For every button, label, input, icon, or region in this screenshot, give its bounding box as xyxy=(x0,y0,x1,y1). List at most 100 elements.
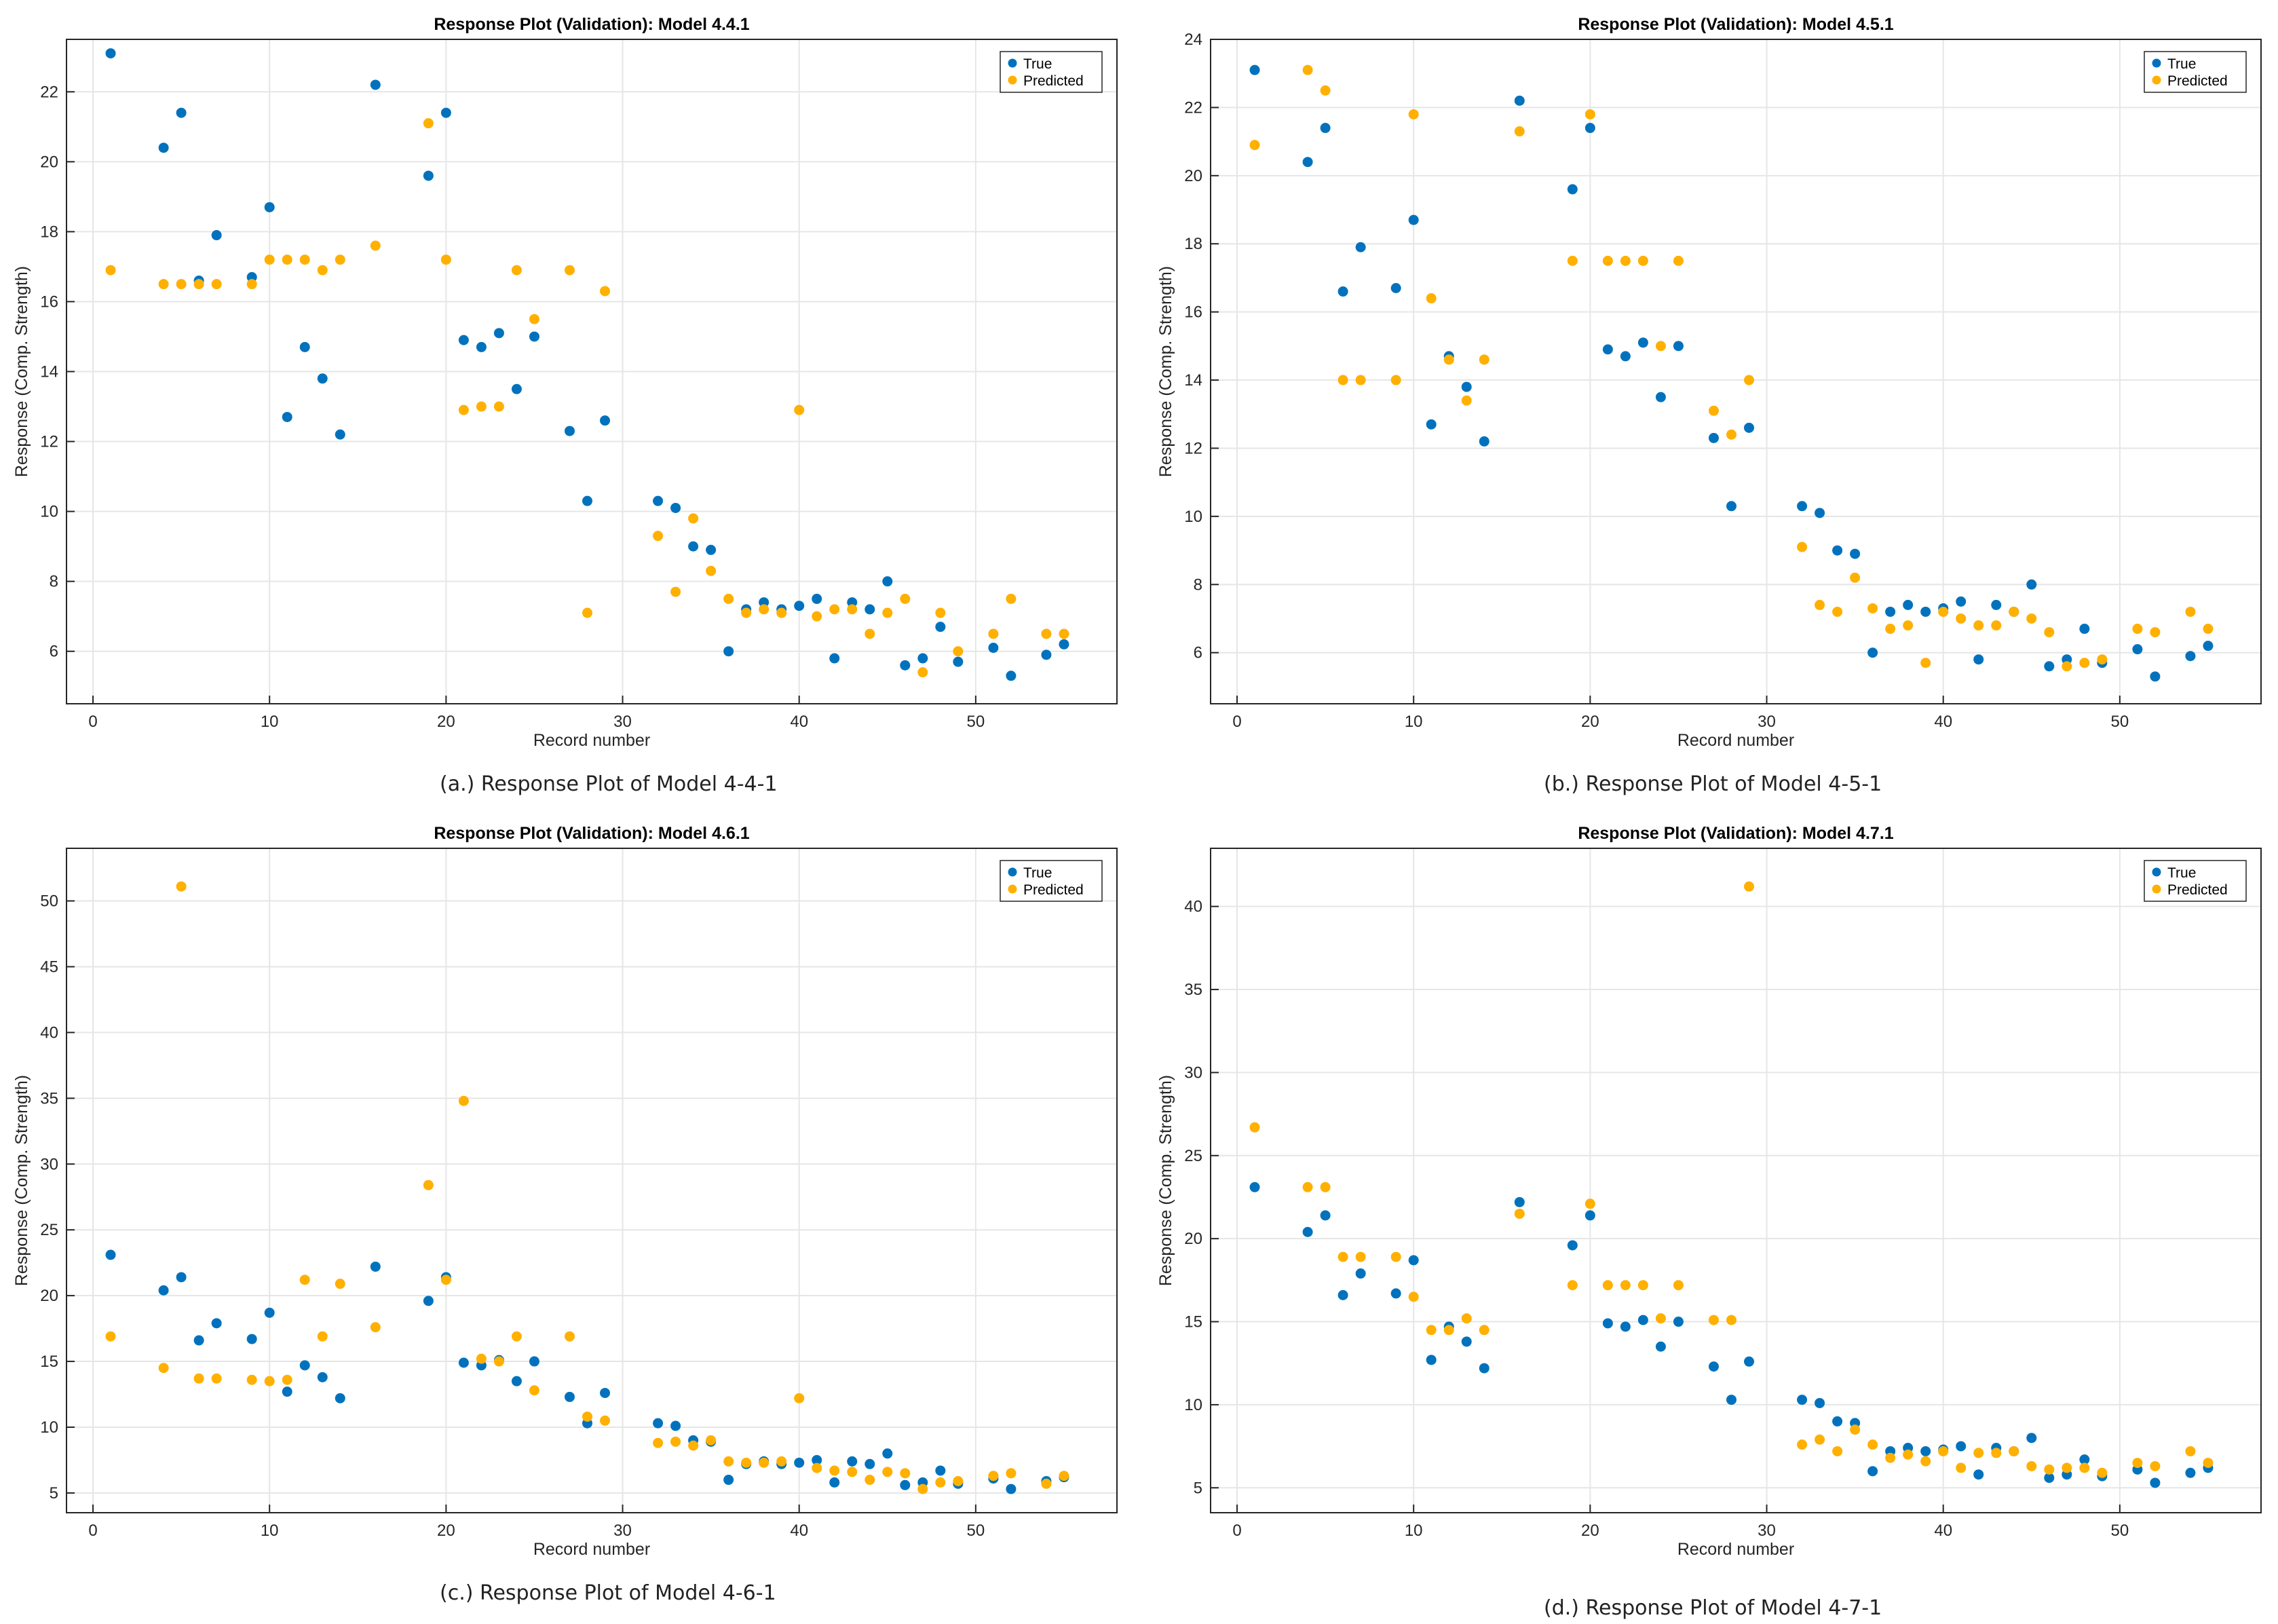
chart-2-xtick-label-20: 20 xyxy=(1581,713,1599,731)
chart-1-legend-marker-true xyxy=(1008,58,1017,68)
chart-1-true-point-51 xyxy=(988,643,999,654)
chart-1-true-point-1 xyxy=(105,48,116,59)
chart-2-true-point-20 xyxy=(1584,123,1595,134)
chart-3-predicted-point-27 xyxy=(564,1331,575,1342)
chart-2-true-point-1 xyxy=(1249,64,1260,75)
chart-2-true-point-46 xyxy=(2044,661,2055,672)
chart-1-xtick-label-0: 0 xyxy=(88,713,97,731)
chart-3-predicted-point-55 xyxy=(1059,1471,1069,1481)
chart-3-legend-label-true: True xyxy=(1023,865,1052,881)
chart-2-true-point-43 xyxy=(1991,599,2002,610)
chart-2-true-point-9 xyxy=(1390,282,1401,293)
chart-3-xtick-label-20: 20 xyxy=(437,1522,455,1540)
chart-3-predicted-point-38 xyxy=(759,1457,770,1468)
chart-3-true-point-12 xyxy=(299,1360,310,1371)
chart-1-predicted-point-32 xyxy=(653,531,664,542)
chart-1-true-point-12 xyxy=(299,341,310,352)
chart-1-true-point-22 xyxy=(476,341,487,352)
chart-3-true-point-9 xyxy=(246,1334,257,1344)
chart-3-true-point-19 xyxy=(423,1296,434,1306)
chart-2-predicted-point-13 xyxy=(1461,395,1472,406)
chart-2-legend-box xyxy=(2144,51,2247,93)
chart-4-predicted-point-20 xyxy=(1584,1198,1595,1209)
chart-3-predicted-point-54 xyxy=(1041,1478,1052,1489)
chart-2: 0 10 20 30 40 50 6 8 10 12 14 16 18 20 22 24 Response Pl… xyxy=(1156,15,2262,750)
chart-3-true-point-46 xyxy=(900,1479,911,1490)
chart-2-xtick-label-10: 10 xyxy=(1405,713,1423,731)
chart-4-predicted-point-36 xyxy=(1867,1439,1878,1450)
chart-2-true-point-13 xyxy=(1461,381,1472,392)
chart-1-true-point-42 xyxy=(829,653,840,664)
chart-4-predicted-point-28 xyxy=(1726,1315,1736,1325)
chart-3-true-point-42 xyxy=(829,1477,840,1488)
chart-3-predicted-point-43 xyxy=(847,1467,858,1477)
chart-3-title: Response Plot (Validation): Model 4.6.1 xyxy=(434,824,749,843)
chart-1-true-point-34 xyxy=(688,541,699,552)
chart-3-predicted-point-35 xyxy=(706,1435,717,1446)
chart-2-predicted-point-47 xyxy=(2062,661,2072,672)
chart-2-legend-marker-predicted xyxy=(2152,75,2161,85)
chart-3-true-point-29 xyxy=(600,1388,611,1399)
chart-2-true-point-37 xyxy=(1885,606,1896,617)
chart-3-true-point-44 xyxy=(865,1458,875,1469)
chart-4-ytick-label-5: 5 xyxy=(1194,1479,1202,1497)
chart-4-true-point-42 xyxy=(1973,1469,1984,1480)
chart-1-true-point-7 xyxy=(211,230,222,241)
chart-4-true-point-20 xyxy=(1584,1210,1595,1221)
chart-3-predicted-point-39 xyxy=(776,1456,787,1467)
chart-3-true-point-43 xyxy=(847,1456,858,1467)
chart-2-predicted-point-42 xyxy=(1973,620,1984,631)
chart-4-true-point-39 xyxy=(1920,1446,1931,1456)
chart-1-predicted-point-48 xyxy=(935,607,946,618)
chart-1-xtick-label-30: 30 xyxy=(613,713,632,731)
chart-2-predicted-point-14 xyxy=(1479,354,1489,365)
chart-1-xtick-label-50: 50 xyxy=(967,713,985,731)
chart-4-true-point-7 xyxy=(1355,1268,1366,1279)
chart-2-true-point-4 xyxy=(1302,157,1313,168)
chart-4-predicted-point-47 xyxy=(2062,1462,2072,1473)
chart-2-predicted-point-35 xyxy=(1850,572,1861,583)
chart-1-predicted-point-55 xyxy=(1059,628,1069,639)
chart-4-predicted-point-54 xyxy=(2185,1446,2196,1456)
chart-4-title: Response Plot (Validation): Model 4.7.1 xyxy=(1578,824,1893,843)
chart-2-true-point-39 xyxy=(1920,606,1931,617)
chart-4-predicted-point-9 xyxy=(1390,1251,1401,1262)
chart-1-predicted-point-12 xyxy=(299,254,310,265)
chart-3-predicted-point-10 xyxy=(264,1376,275,1386)
chart-3-true-point-36 xyxy=(723,1475,734,1486)
chart-2-true-point-51 xyxy=(2132,644,2143,655)
chart-2-true-point-19 xyxy=(1567,184,1578,195)
chart-1-ylabel: Response (Comp. Strength) xyxy=(12,266,31,477)
chart-1-true-point-5 xyxy=(176,107,187,118)
chart-1-true-point-28 xyxy=(582,495,592,506)
chart-4-ylabel: Response (Comp. Strength) xyxy=(1156,1075,1175,1286)
chart-2-predicted-point-9 xyxy=(1390,375,1401,385)
chart-3-ylabel: Response (Comp. Strength) xyxy=(12,1075,31,1286)
chart-3-true-point-5 xyxy=(176,1272,187,1283)
chart-4-ytick-label-25: 25 xyxy=(1184,1147,1202,1165)
chart-3-legend-label-predicted: Predicted xyxy=(1023,882,1084,898)
chart-4-true-point-11 xyxy=(1426,1355,1437,1365)
chart-1-true-point-20 xyxy=(440,107,451,118)
chart-2-series-true xyxy=(1249,64,2214,682)
chart-4-predicted-point-48 xyxy=(2079,1462,2090,1473)
chart-1-true-point-52 xyxy=(1006,671,1017,681)
chart-1-predicted-point-6 xyxy=(193,279,204,290)
chart-1-true-point-9 xyxy=(246,271,257,282)
chart-3-true-point-6 xyxy=(193,1335,204,1346)
chart-4-predicted-point-42 xyxy=(1973,1448,1984,1458)
chart-2-true-point-33 xyxy=(1815,508,1825,518)
chart-2-predicted-point-20 xyxy=(1584,109,1595,119)
chart-1-legend-box xyxy=(1000,51,1103,93)
chart-1-ytick-label-12: 12 xyxy=(40,433,58,451)
chart-2-predicted-point-11 xyxy=(1426,293,1437,304)
chart-1-true-point-55 xyxy=(1059,639,1069,649)
caption-d: (d.) Response Plot of Model 4-7-1 xyxy=(1544,1596,1882,1620)
caption-c: (c.) Response Plot of Model 4-6-1 xyxy=(440,1581,776,1605)
chart-1-ytick-label-16: 16 xyxy=(40,292,58,311)
chart-4-legend-label-true: True xyxy=(2167,865,2196,881)
chart-1-true-point-23 xyxy=(493,328,504,339)
chart-3-xlabel: Record number xyxy=(533,1540,650,1559)
chart-2-true-point-52 xyxy=(2150,671,2161,682)
